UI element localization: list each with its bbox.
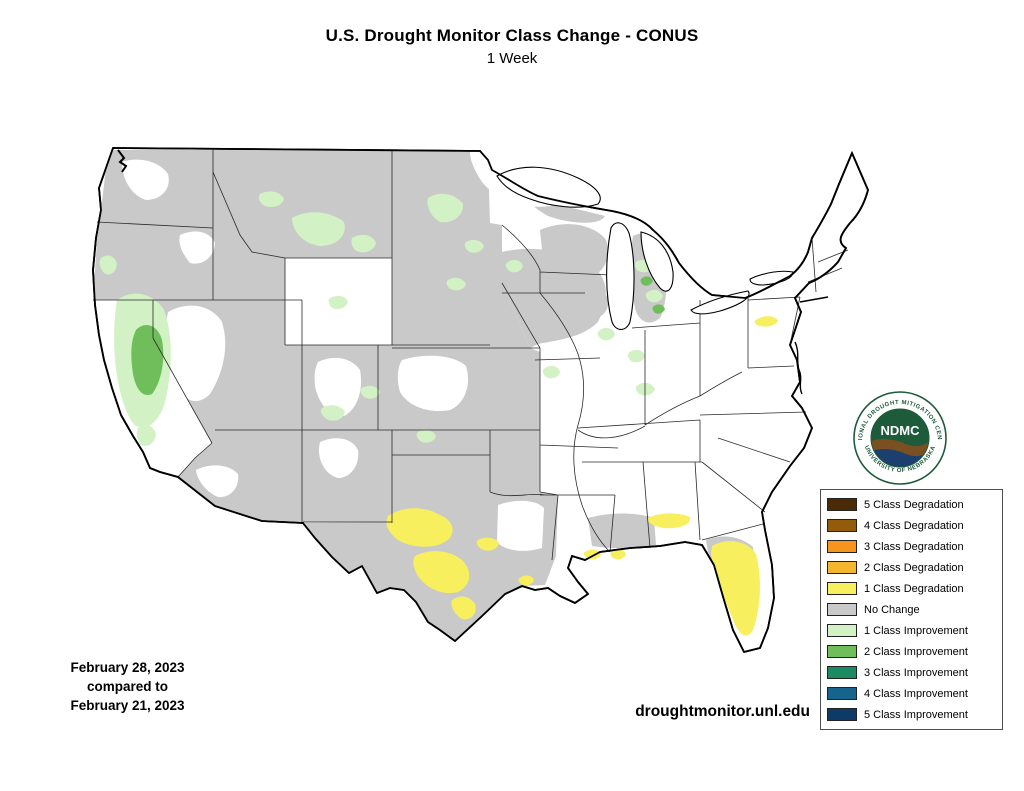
legend-row: 2 Class Degradation <box>827 557 996 578</box>
chesapeake-bay-detail <box>794 341 803 395</box>
puget-sound-detail <box>117 149 128 173</box>
legend-row: 5 Class Improvement <box>827 704 996 725</box>
page-title: U.S. Drought Monitor Class Change - CONU… <box>325 26 699 45</box>
legend-swatch <box>827 582 857 595</box>
legend-row: 3 Class Degradation <box>827 536 996 557</box>
legend-swatch <box>827 645 857 658</box>
legend-row: 5 Class Degradation <box>827 494 996 515</box>
lake-ontario <box>749 270 794 286</box>
legend-swatch <box>827 561 857 574</box>
legend: 5 Class Degradation 4 Class Degradation … <box>820 489 1003 730</box>
legend-label: 4 Class Improvement <box>864 687 968 700</box>
legend-label: 4 Class Degradation <box>864 519 964 532</box>
legend-swatch <box>827 687 857 700</box>
legend-swatch <box>827 540 857 553</box>
legend-row: 4 Class Improvement <box>827 683 996 704</box>
legend-row: 2 Class Improvement <box>827 641 996 662</box>
legend-row: No Change <box>827 599 996 620</box>
legend-label: 3 Class Degradation <box>864 540 964 553</box>
lake-huron <box>640 231 674 292</box>
date-line-2: compared to <box>86 678 168 694</box>
conus-outline <box>92 147 869 653</box>
legend-row: 1 Class Degradation <box>827 578 996 599</box>
map-regions-1-class-improvement <box>99 191 663 446</box>
long-island-detail <box>799 296 829 303</box>
legend-swatch <box>827 624 857 637</box>
legend-label: 1 Class Degradation <box>864 582 964 595</box>
lake-superior <box>496 166 601 208</box>
legend-row: 1 Class Improvement <box>827 620 996 641</box>
legend-label: 5 Class Degradation <box>864 498 964 511</box>
legend-swatch <box>827 603 857 616</box>
ndmc-logo: NDMC NATIONAL DROUGHT MITIGATION CENTER … <box>850 386 947 485</box>
legend-swatch <box>827 708 857 721</box>
legend-row: 3 Class Improvement <box>827 662 996 683</box>
legend-swatch <box>827 498 857 511</box>
comparison-dates: February 28, 2023 compared to February 2… <box>40 659 215 716</box>
state-borders <box>93 150 849 561</box>
date-line-3: February 21, 2023 <box>70 697 185 713</box>
legend-swatch <box>827 666 857 679</box>
legend-row: 4 Class Degradation <box>827 515 996 536</box>
lake-michigan <box>606 222 635 331</box>
logo-acronym: NDMC <box>881 423 921 438</box>
date-line-1: February 28, 2023 <box>70 660 185 675</box>
map-regions-1-class-degradation <box>386 316 778 636</box>
header: U.S. Drought Monitor Class Change - CONU… <box>0 26 1024 67</box>
legend-label: 2 Class Degradation <box>864 561 964 574</box>
website-url: droughtmonitor.unl.edu <box>635 703 810 720</box>
legend-swatch <box>827 519 857 532</box>
page-subtitle: 1 Week <box>486 50 538 67</box>
legend-label: No Change <box>864 603 920 616</box>
legend-label: 2 Class Improvement <box>864 645 968 658</box>
legend-label: 5 Class Improvement <box>864 708 968 721</box>
legend-label: 3 Class Improvement <box>864 666 968 679</box>
legend-label: 1 Class Improvement <box>864 624 968 637</box>
